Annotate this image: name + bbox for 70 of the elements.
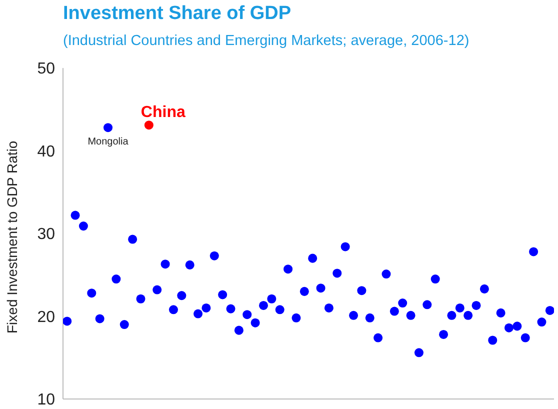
- y-tick-label: 30: [37, 226, 56, 244]
- point: [316, 284, 326, 293]
- point: [332, 268, 342, 278]
- y-tick-label: 20: [37, 308, 56, 326]
- point: [464, 310, 473, 320]
- point: [258, 300, 268, 310]
- point: [496, 308, 506, 318]
- point: [202, 303, 211, 312]
- point: [226, 304, 236, 314]
- point: [210, 251, 219, 260]
- point: [160, 260, 170, 269]
- point: [472, 300, 481, 310]
- chart-title: Investment Share of GDP: [63, 3, 292, 25]
- point: [112, 274, 121, 284]
- point: [218, 290, 228, 300]
- point: [128, 234, 138, 244]
- point: [340, 242, 350, 252]
- point: [70, 210, 80, 220]
- point: [136, 294, 146, 304]
- point: [447, 310, 456, 320]
- point: [120, 320, 129, 330]
- y-axis-title: Fixed Investment to GDP Ratio: [4, 140, 20, 334]
- point: [194, 309, 203, 318]
- point: [284, 264, 293, 274]
- point: [439, 330, 448, 339]
- point: [488, 336, 498, 345]
- y-tick-label: 50: [37, 60, 56, 78]
- point: [398, 298, 408, 308]
- point: [374, 333, 383, 342]
- point: [545, 306, 554, 315]
- chart-subtitle: (Industrial Countries and Emerging Markets; average, 2006-12): [63, 33, 470, 49]
- point: [430, 274, 440, 284]
- point: [144, 120, 154, 130]
- point: [365, 313, 374, 322]
- point: [267, 294, 276, 304]
- point: [422, 300, 432, 310]
- annotation: China: [140, 104, 186, 122]
- point: [348, 310, 358, 320]
- point: [292, 313, 301, 322]
- point: [455, 303, 464, 312]
- point: [168, 305, 178, 314]
- point: [537, 318, 546, 327]
- y-tick-label: 40: [37, 143, 56, 160]
- point: [357, 286, 366, 296]
- point: [406, 310, 416, 320]
- point: [103, 123, 113, 132]
- point: [390, 306, 399, 316]
- point: [480, 284, 489, 294]
- point: [308, 254, 318, 263]
- point: [185, 260, 194, 270]
- point: [324, 303, 334, 312]
- point: [152, 285, 162, 294]
- point: [414, 348, 424, 358]
- point: [275, 305, 284, 314]
- point: [250, 318, 260, 328]
- point: [529, 247, 538, 256]
- point: [512, 322, 522, 331]
- point: [382, 270, 391, 279]
- point: [78, 222, 88, 231]
- point: [234, 326, 244, 335]
- point: [87, 288, 96, 298]
- point: [300, 286, 309, 296]
- point: [520, 333, 530, 342]
- point: [95, 314, 104, 324]
- point: [242, 310, 252, 320]
- y-tick-label: 10: [37, 392, 56, 409]
- point: [63, 316, 72, 326]
- point: [504, 323, 514, 332]
- point: [177, 291, 186, 300]
- annotation: Mongolia: [88, 136, 129, 148]
